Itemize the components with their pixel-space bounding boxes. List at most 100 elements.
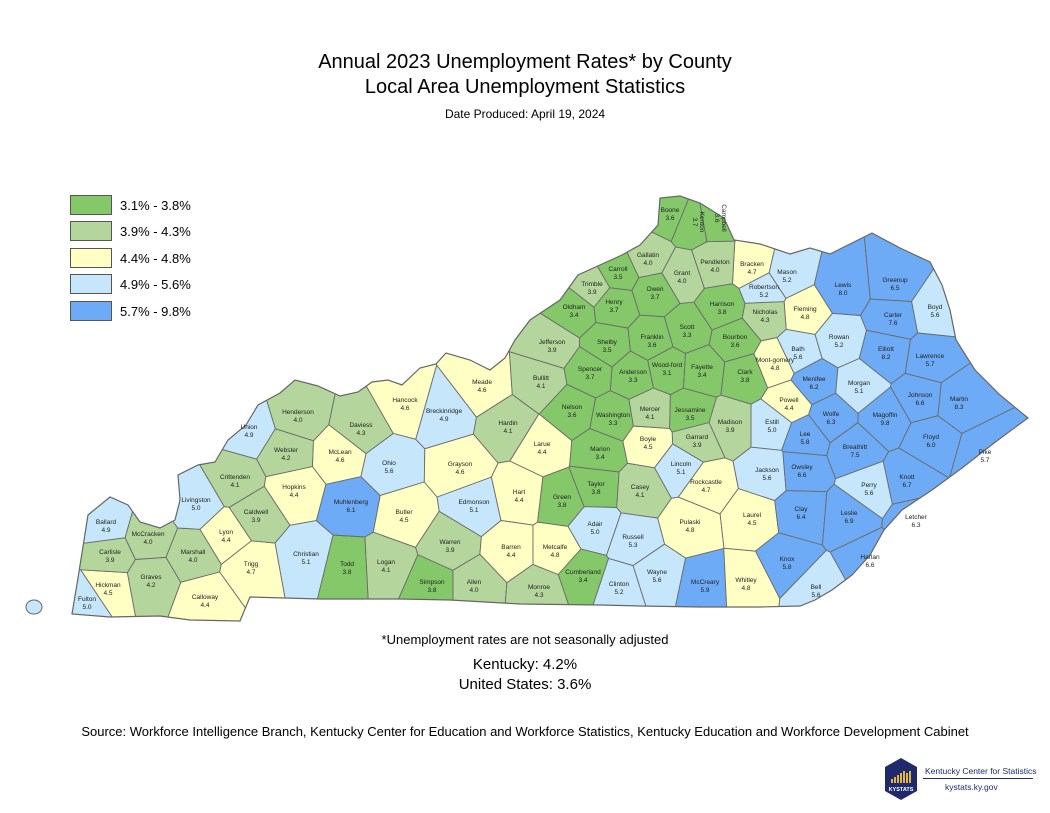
county-name: Christian [293,551,319,558]
county-rate: 4.1 [381,567,390,574]
county-rate: 3.5 [685,415,694,422]
county-name: Carroll [608,266,628,273]
county-livingston[interactable] [120,392,225,530]
county-rate: 5.1 [854,388,863,395]
county-name: Nicholas [753,309,779,316]
county-name: Larue [534,441,551,448]
kystats-logo[interactable]: KYSTATS Kentucky Center for Statistics k… [883,757,1043,801]
county-rate: 4.1 [536,383,545,390]
county-rate: 6.0 [926,442,935,449]
county-name: Grant [674,270,690,277]
county-rate: 8.0 [838,290,847,297]
county-name: Letcher [905,514,928,521]
county-name: Whitley [735,577,757,584]
legend-item: 3.1% - 3.8% [70,194,191,216]
legend-label: 4.9% - 5.6% [120,276,191,292]
county-rate: 3.4 [569,312,578,319]
county-name: Graves [141,574,163,581]
svg-text:KYSTATS: KYSTATS [889,787,914,793]
county-name: McCreary [691,579,720,586]
county-name: Union [241,424,258,431]
county-trimble[interactable] [391,150,611,308]
county-name: Edmonson [458,499,489,506]
county-rate: 6.6 [915,400,924,407]
county-name: Floyd [923,434,939,441]
county-name: Marshall [181,549,206,556]
county-boone[interactable] [537,150,700,243]
county-rate: 5.2 [782,277,791,284]
county-name: Wood-ford [652,362,683,369]
county-name: Rockcastle [690,479,722,486]
county-rate: 4.6 [400,405,409,412]
county-name: Boyd [928,304,943,311]
county-rate: 5.6 [864,490,873,497]
county-rate: 5.0 [767,427,776,434]
county-rate: 5.9 [700,587,709,594]
county-rate: 4.7 [246,569,255,576]
county-rate: 4.4 [200,602,209,609]
county-name: Caldwell [244,509,269,516]
county-name: Clark [737,369,753,376]
county-rate: 3.8 [427,587,436,594]
logo-url[interactable]: kystats.ky.gov [945,782,998,792]
county-name: Clinton [609,581,630,588]
county-rate: 3.8 [557,502,566,509]
county-name: Harrison [710,301,735,308]
county-name: Fayette [691,364,713,371]
county-henderson[interactable] [189,150,346,442]
county-name: Wayne [647,569,667,576]
county-name: Green [553,494,571,501]
county-name: Trimble [581,281,603,288]
county-rate: 7.6 [888,320,897,327]
county-name: Johnson [908,392,933,399]
logo-org-name: Kentucky Center for Statistics [925,766,1037,776]
county-labels: Fulton5.0Hickman4.5Carlisle3.9Ballard4.9… [78,204,992,611]
county-campbell[interactable] [695,150,827,243]
county-rate: 6.7 [902,482,911,489]
county-name: McLean [328,449,352,456]
county-name: Spencer [578,366,603,373]
county-name: Robertson [749,284,779,291]
county-name: Elliott [878,346,894,353]
county-rate: 4.1 [645,414,654,421]
county-name: Bourbon [723,334,748,341]
county-rate: 3.7 [650,294,659,301]
county-name: Madison [718,419,743,426]
legend-item: 4.4% - 4.8% [70,247,191,269]
legend-swatch [70,301,112,321]
county-rate: 3.9 [692,442,701,449]
county-name: Lawrence [916,353,945,360]
county-name: Logan [377,559,395,566]
